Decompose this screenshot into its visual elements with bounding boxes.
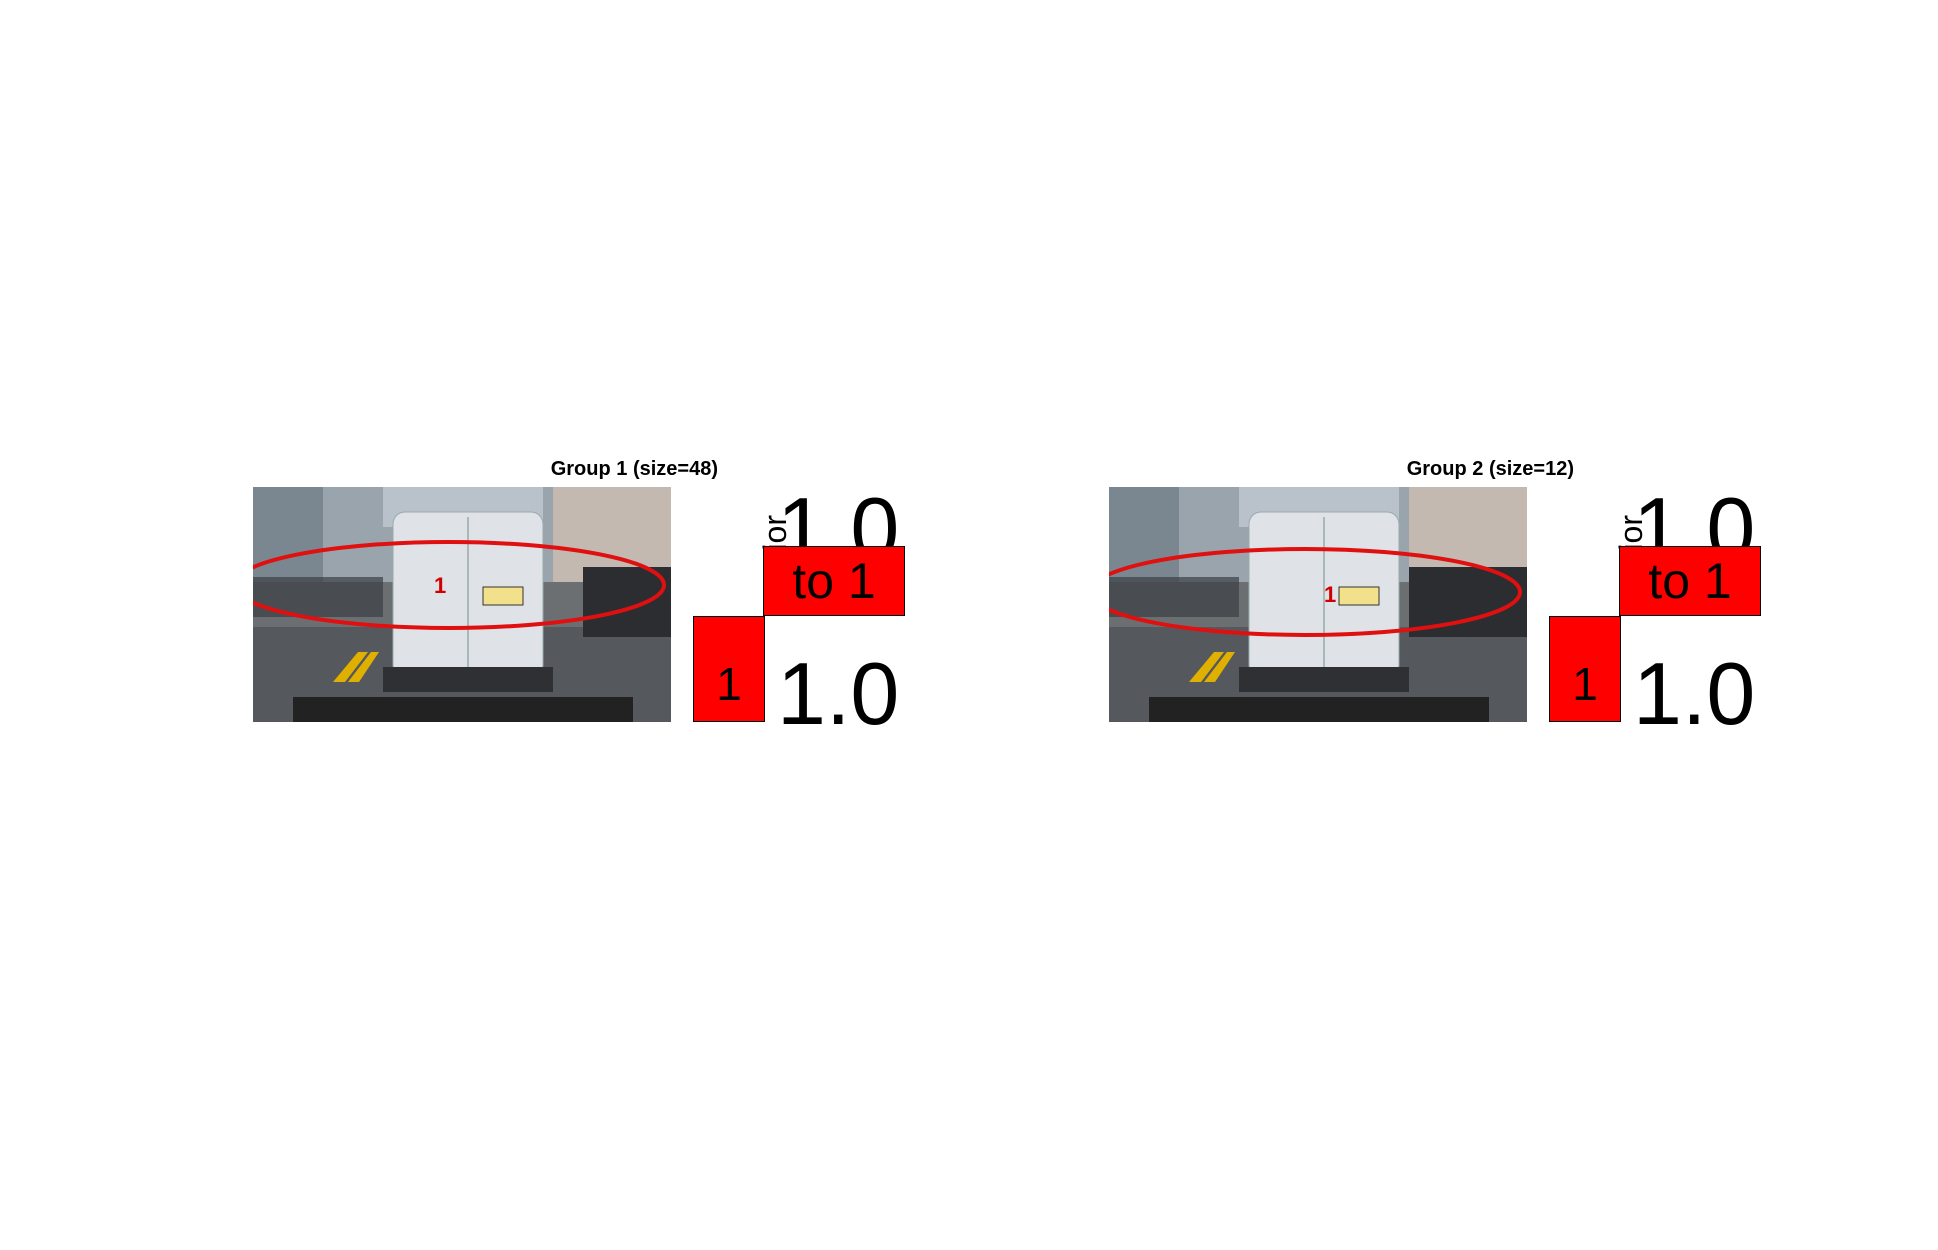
group-panel-2: Group 2 (size=12) 1 1.0 prior to 1 1 1.0 (1106, 455, 1806, 743)
prior-cell-bottom: 1 (693, 616, 765, 722)
cluster-ellipse-overlay (1109, 547, 1522, 637)
cluster-marker-label: 1 (434, 573, 447, 598)
group-panel-1: Group 1 (size=48) 1 1.0 prior to 1 1 1.0 (250, 455, 950, 743)
prior-cell-bottom: 1 (1549, 616, 1621, 722)
street-scene-image: 1 (1109, 487, 1527, 722)
prior-cell-top: to 1 (1619, 546, 1761, 616)
prior-bottom-value: 1.0 (777, 644, 900, 743)
cluster-marker-label: 1 (1324, 582, 1337, 607)
street-scene-drawing (253, 487, 671, 722)
cluster-ellipse-overlay (253, 540, 666, 630)
prior-cell-top: to 1 (763, 546, 905, 616)
panel-title: Group 1 (size=48) (550, 458, 718, 480)
street-scene-image: 1 (253, 487, 671, 722)
prior-bottom-value: 1.0 (1633, 644, 1756, 743)
panel-title: Group 2 (size=12) (1406, 458, 1574, 480)
